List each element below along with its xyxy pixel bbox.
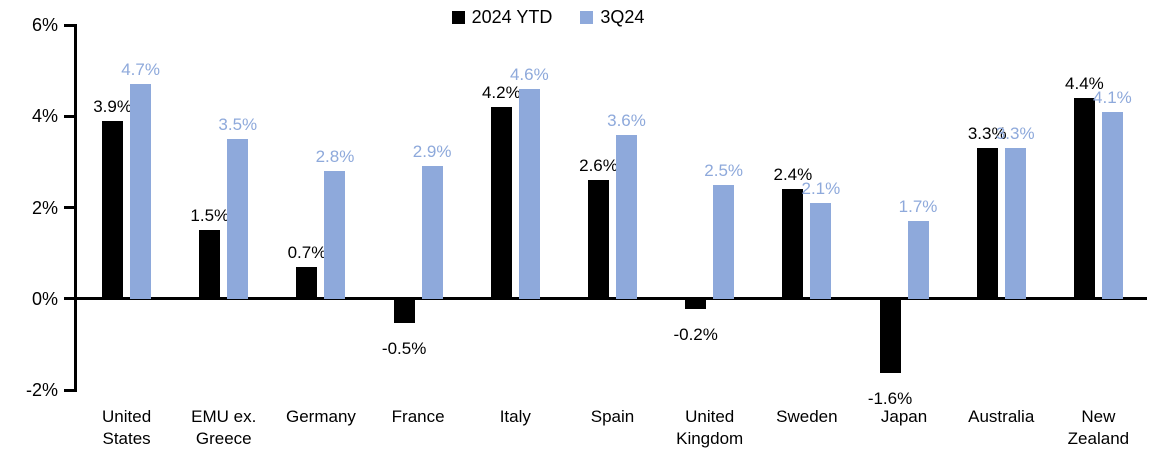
bar-2024-ytd-france — [393, 300, 415, 324]
y-axis-tick — [64, 297, 77, 301]
y-axis-label: 6% — [31, 15, 58, 35]
x-axis-category-italy: Italy — [499, 407, 531, 426]
data-label-2024-ytd-spain: 2.6% — [579, 156, 618, 176]
bar-2024-ytd-spain — [588, 180, 609, 299]
bar-3q24-sweden — [810, 202, 832, 299]
bar-3q24-japan — [907, 221, 929, 299]
x-axis-category-france: France — [391, 407, 445, 426]
y-axis-label: 0% — [31, 288, 58, 309]
legend-swatch-3q24 — [580, 10, 594, 24]
bar-3q24-germany — [324, 171, 346, 299]
bar-2024-ytd-germany — [296, 266, 318, 299]
x-axis-category-emu-ex-greece: EMU ex. Greece — [191, 407, 257, 448]
data-label-2024-ytd-germany: 0.7% — [287, 242, 327, 262]
x-axis-category-united-states: United States — [102, 407, 152, 448]
data-label-3q24-germany: 2.8% — [315, 147, 355, 166]
data-label-2024-ytd-united-states: 3.9% — [93, 96, 132, 116]
y-axis-label: -2% — [25, 380, 58, 400]
data-label-2024-ytd-new-zealand: 4.4% — [1065, 74, 1104, 93]
data-label-2024-ytd-sweden: 2.4% — [773, 165, 813, 185]
data-label-2024-ytd-france: -0.5% — [381, 338, 427, 358]
bar-2024-ytd-new-zealand — [1073, 98, 1095, 299]
x-axis-category-japan: Japan — [880, 407, 928, 426]
data-label-3q24-italy: 4.6% — [509, 64, 549, 84]
y-axis-tick — [64, 114, 77, 118]
x-axis-category-australia: Australia — [968, 407, 1035, 426]
data-label-3q24-united-states: 4.7% — [121, 60, 160, 80]
data-label-3q24-spain: 3.6% — [607, 110, 646, 130]
y-axis-label: 4% — [31, 106, 58, 127]
x-axis-category-spain: Spain — [590, 407, 635, 426]
data-label-2024-ytd-united-kingdom: -0.2% — [673, 324, 718, 344]
bar-2024-ytd-emu-ex-greece — [199, 230, 221, 299]
bar-2024-ytd-united-states — [102, 120, 124, 299]
bar-3q24-france — [421, 166, 443, 299]
legend-label-2024-ytd: 2024 YTD — [471, 7, 553, 27]
data-label-3q24-sweden: 2.1% — [801, 178, 841, 198]
data-label-2024-ytd-italy: 4.2% — [481, 83, 521, 103]
bar-3q24-new-zealand — [1101, 111, 1123, 299]
x-axis-category-new-zealand: New Zealand — [1067, 407, 1130, 448]
legend-swatch-2024-ytd — [451, 10, 465, 24]
data-label-3q24-new-zealand: 4.1% — [1093, 87, 1132, 107]
x-axis-category-germany: Germany — [285, 407, 356, 426]
bar-2024-ytd-japan — [879, 300, 901, 374]
bar-3q24-united-kingdom — [713, 184, 735, 299]
data-label-3q24-australia: 3.3% — [995, 124, 1035, 144]
y-axis-label: 2% — [31, 197, 58, 218]
y-axis-tick — [64, 206, 77, 209]
data-label-2024-ytd-emu-ex-greece: 1.5% — [190, 206, 230, 226]
bar-3q24-australia — [1004, 148, 1026, 299]
data-label-2024-ytd-japan: -1.6% — [867, 388, 913, 408]
x-axis-category-united-kingdom: United Kingdom — [676, 407, 744, 448]
bar-3q24-emu-ex-greece — [227, 139, 249, 299]
bar-3q24-italy — [518, 88, 540, 299]
legend-label-3q24: 3Q24 — [600, 7, 645, 27]
bar-2024-ytd-united-kingdom — [685, 300, 707, 310]
bar-3q24-united-states — [130, 84, 152, 299]
legend: 2024 YTD 3Q24 — [0, 8, 1096, 26]
y-axis-tick — [64, 23, 77, 27]
bar-3q24-spain — [616, 134, 637, 299]
data-label-3q24-emu-ex-greece: 3.5% — [218, 115, 258, 135]
x-axis-category-sweden: Sweden — [776, 407, 838, 426]
legend-item-2024-ytd: 2024 YTD — [451, 7, 553, 27]
x-axis-line — [74, 297, 1147, 301]
bar-2024-ytd-italy — [490, 107, 512, 299]
bar-2024-ytd-australia — [976, 148, 998, 299]
data-label-3q24-united-kingdom: 2.5% — [704, 160, 744, 180]
data-label-2024-ytd-australia: 3.3% — [967, 124, 1007, 144]
data-label-3q24-france: 2.9% — [412, 142, 452, 162]
bar-2024-ytd-sweden — [782, 189, 804, 299]
data-label-3q24-japan: 1.7% — [898, 197, 938, 217]
y-axis-tick — [64, 388, 77, 392]
legend-item-3q24: 3Q24 — [580, 8, 644, 26]
